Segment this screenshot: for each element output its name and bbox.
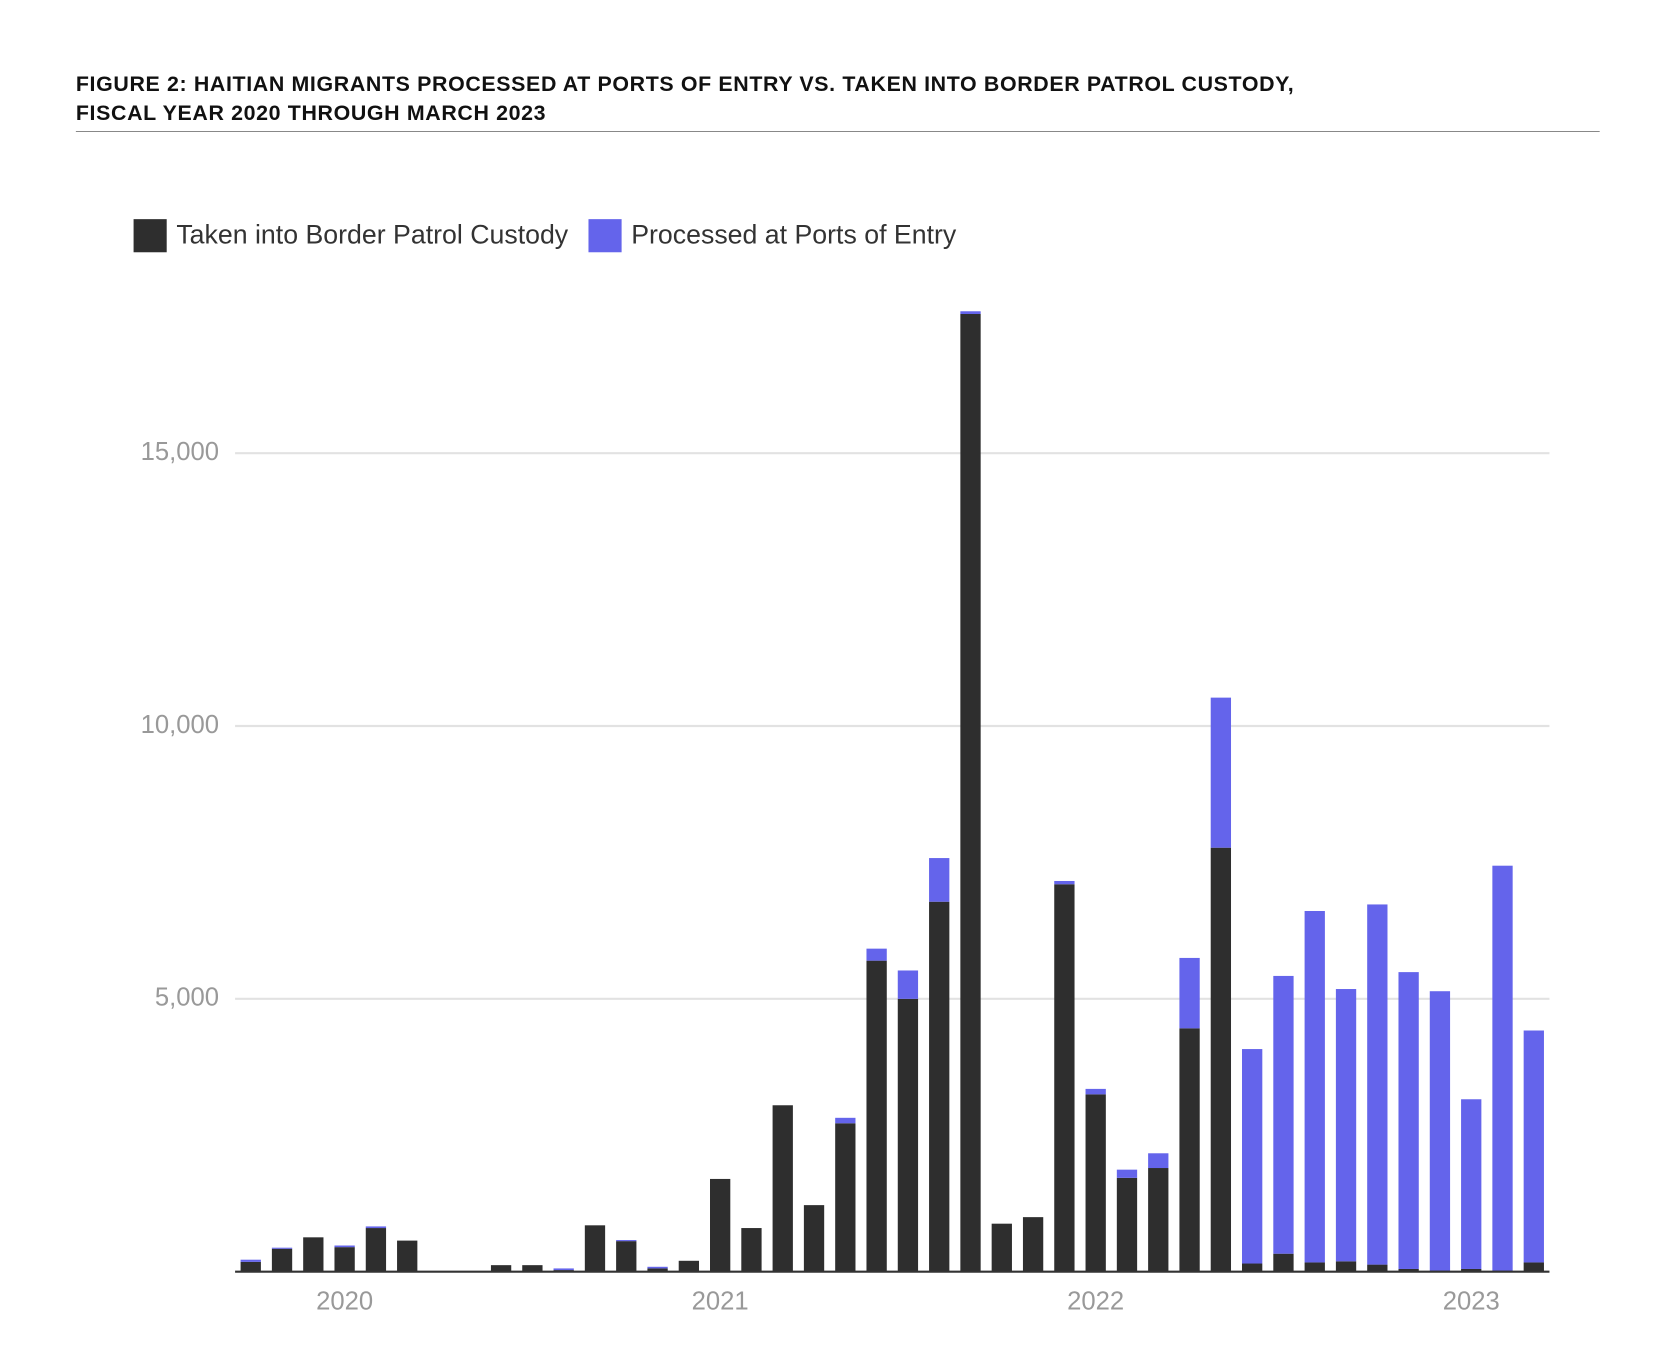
bar-segment: [240, 1261, 261, 1272]
bar-segment: [365, 1226, 387, 1229]
bar-segment: [1116, 1169, 1138, 1178]
x-tick-label: 2020: [316, 1287, 373, 1315]
bar-segment: [1398, 1268, 1419, 1272]
bar-segment: [334, 1247, 355, 1272]
bar-segment: [991, 1223, 1012, 1272]
x-tick-label: 2023: [1443, 1287, 1500, 1315]
legend-swatch: [588, 219, 622, 253]
bar-segment: [678, 1260, 700, 1272]
bar-segment: [271, 1247, 293, 1249]
bar-segment: [1085, 1094, 1106, 1272]
bar-segment: [1179, 1028, 1200, 1272]
bar-segment: [1210, 697, 1232, 848]
bar-segment: [1304, 910, 1325, 1263]
bar-segment: [616, 1241, 637, 1272]
bar-segment: [1429, 991, 1451, 1271]
bar-segment: [741, 1228, 762, 1272]
bar-segment: [271, 1248, 293, 1272]
bar-segment: [616, 1240, 637, 1242]
bar-segment: [710, 1178, 731, 1272]
bar-segment: [1335, 1261, 1357, 1272]
bar-segment: [929, 901, 950, 1272]
y-tick-label: 5,000: [155, 984, 219, 1012]
bar-segment: [866, 960, 887, 1272]
chart-title: FIGURE 2: HAITIAN MIGRANTS PROCESSED AT …: [76, 72, 1294, 96]
bar-segment: [1523, 1262, 1544, 1272]
bar-segment: [835, 1117, 856, 1124]
legend-label: Processed at Ports of Entry: [631, 219, 957, 249]
x-tick-label: 2021: [692, 1287, 749, 1315]
bar-segment: [1461, 1099, 1482, 1269]
chart-title: FISCAL YEAR 2020 THROUGH MARCH 2023: [76, 101, 546, 125]
bar-segment: [960, 311, 981, 314]
bar-segment: [1367, 904, 1388, 1265]
bar-segment: [897, 970, 919, 999]
bar-segment: [772, 1105, 793, 1272]
bar-segment: [397, 1240, 418, 1272]
bar-segment: [1492, 865, 1513, 1271]
legend-swatch: [133, 219, 167, 253]
bar-segment: [835, 1123, 856, 1272]
bar-segment: [803, 1205, 825, 1272]
bar-segment: [1022, 1217, 1044, 1272]
bar-segment: [584, 1225, 606, 1272]
bar-segment: [1335, 989, 1357, 1262]
bar-segment: [1242, 1049, 1263, 1264]
bar-segment: [1179, 957, 1200, 1029]
bar-segment: [647, 1266, 668, 1269]
bar-segment: [960, 313, 981, 1272]
x-tick-label: 2022: [1067, 1287, 1124, 1315]
bar-segment: [522, 1265, 543, 1272]
bar-segment: [897, 998, 919, 1272]
bar-segment: [1148, 1153, 1169, 1169]
bar-segment: [334, 1245, 355, 1248]
bar-segment: [1242, 1263, 1263, 1272]
bar-segment: [1461, 1268, 1482, 1272]
bar-segment: [929, 858, 950, 902]
bar-segment: [490, 1265, 512, 1272]
bar-segment: [1273, 1253, 1294, 1272]
bar-segment: [866, 948, 887, 961]
bar-segment: [1148, 1168, 1169, 1272]
y-tick-label: 15,000: [141, 438, 219, 466]
bar-segment: [1054, 884, 1075, 1272]
bar-segment: [303, 1237, 324, 1272]
bar-segment: [1304, 1262, 1325, 1272]
bar-segment: [553, 1268, 574, 1271]
bar-segment: [1367, 1264, 1388, 1272]
bar-segment: [1398, 972, 1419, 1269]
bar-segment: [365, 1228, 387, 1272]
bar-segment: [1523, 1030, 1544, 1263]
y-tick-label: 10,000: [141, 711, 219, 739]
bar-segment: [1210, 847, 1232, 1272]
legend-label: Taken into Border Patrol Custody: [176, 219, 568, 249]
bar-segment: [647, 1268, 668, 1272]
bar-segment: [240, 1259, 261, 1262]
bar-segment: [1085, 1088, 1106, 1095]
bar-segment: [1054, 880, 1075, 885]
bar-segment: [1116, 1177, 1138, 1272]
bar-segment: [1273, 975, 1294, 1254]
